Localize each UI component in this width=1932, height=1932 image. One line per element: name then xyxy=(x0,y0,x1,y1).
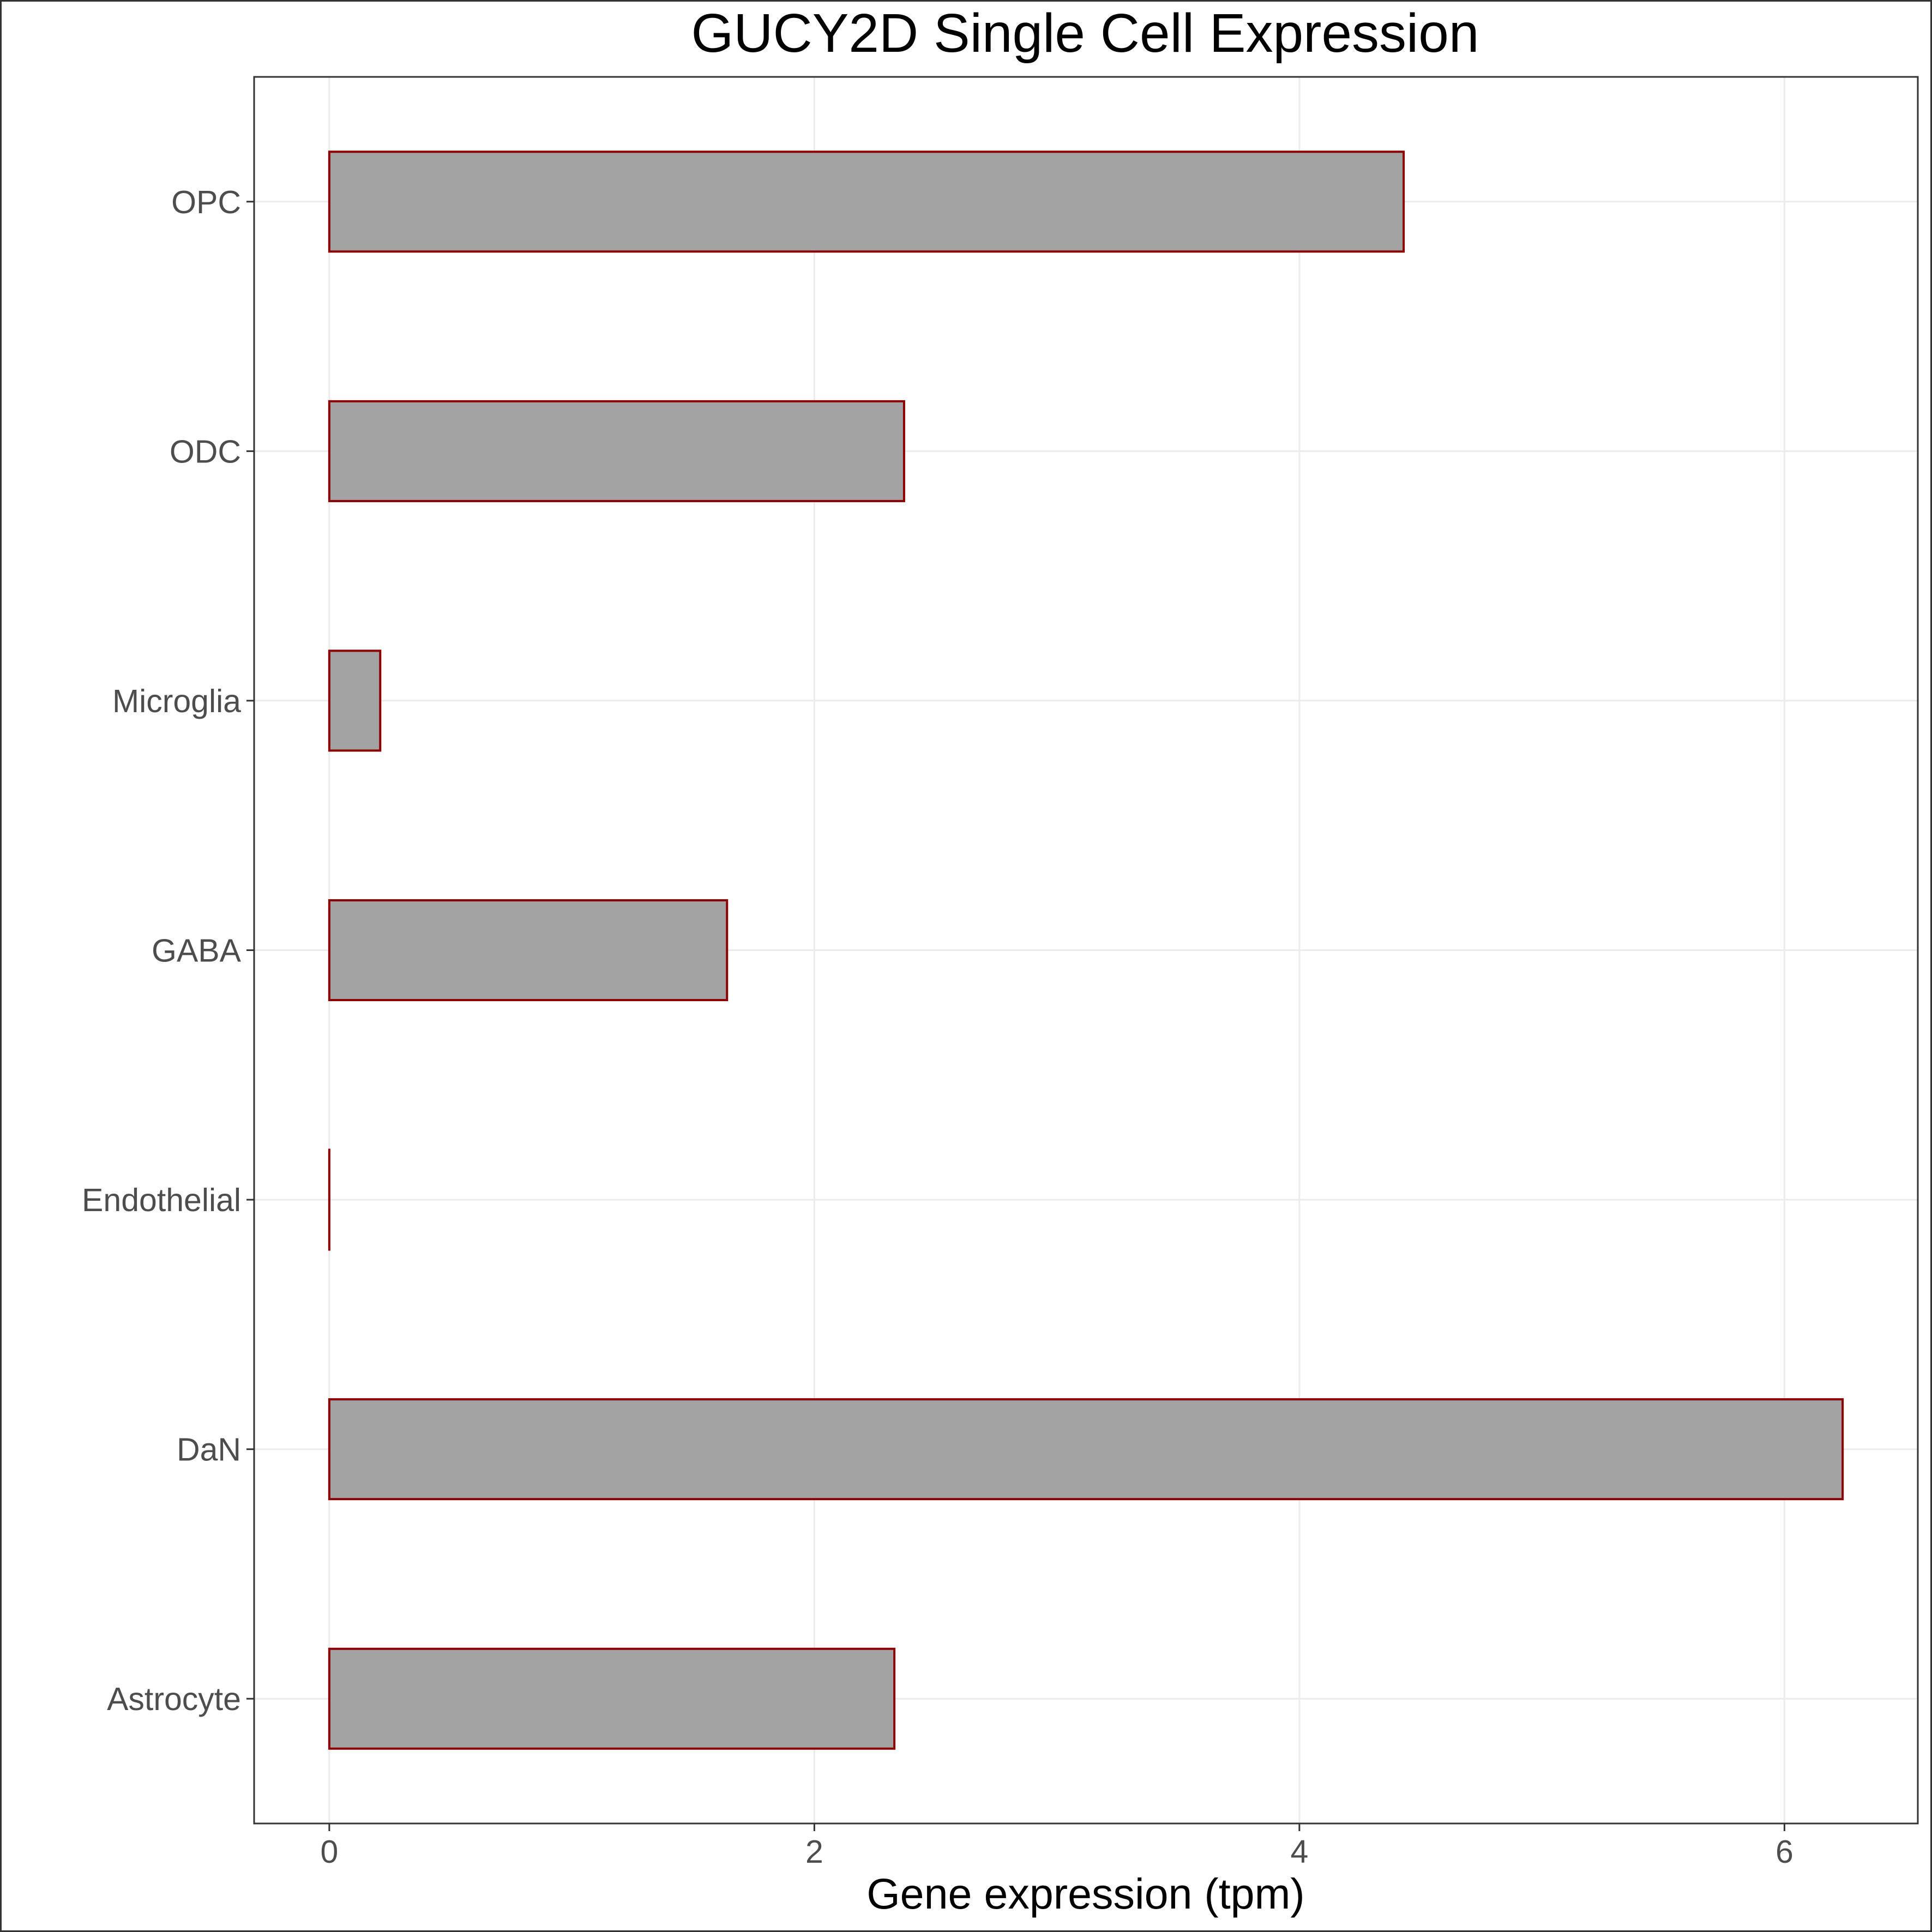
y-tick-label-astrocyte: Astrocyte xyxy=(107,1681,241,1717)
y-tick-label-gaba: GABA xyxy=(152,933,242,969)
x-tick-label-0: 0 xyxy=(320,1834,338,1870)
y-tick-label-microglia: Microglia xyxy=(112,683,241,719)
bar-opc xyxy=(328,151,1405,253)
x-tick-label-6: 6 xyxy=(1775,1834,1793,1870)
x-tick-label-4: 4 xyxy=(1290,1834,1308,1870)
y-tick-label-endothelial: Endothelial xyxy=(82,1182,241,1218)
y-tick-label-odc: ODC xyxy=(170,434,241,470)
bar-gaba xyxy=(328,899,729,1002)
chart-title: GUCY2D Single Cell Expression xyxy=(691,3,1479,64)
y-tick-label-dan: DaN xyxy=(177,1432,241,1468)
y-tick-label-opc: OPC xyxy=(171,184,241,220)
bar-microglia xyxy=(328,649,382,752)
bar-astrocyte xyxy=(328,1647,896,1750)
bar-dan xyxy=(328,1398,1844,1501)
x-tick-label-2: 2 xyxy=(805,1834,823,1870)
x-axis-title: Gene expression (tpm) xyxy=(866,1869,1305,1918)
bar-odc xyxy=(328,400,905,502)
axis-ticks: 0 2 4 6 Astrocyte DaN Endothelial GABA Microglia… xyxy=(82,184,1793,1870)
bars xyxy=(328,151,1844,1750)
